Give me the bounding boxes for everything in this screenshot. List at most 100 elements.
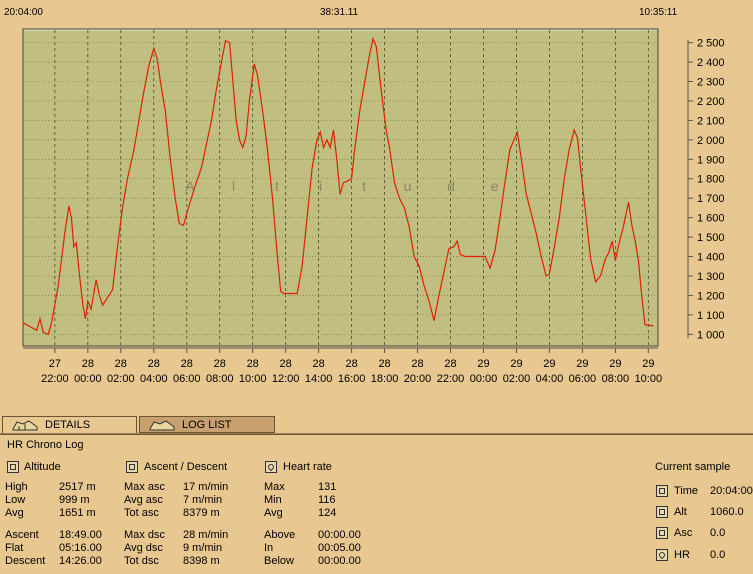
x-tick-day: 29 — [510, 358, 522, 370]
stat-value: 18:49.00 — [59, 529, 102, 541]
ascent-icon — [656, 527, 668, 539]
x-tick-day: 28 — [214, 358, 226, 370]
x-tick-time: 10:00 — [635, 373, 663, 385]
vertical-grid — [54, 30, 649, 345]
stat-label: Avg — [5, 507, 24, 519]
x-tick-time: 18:00 — [371, 373, 399, 385]
y-tick-label: 2 300 — [697, 77, 725, 89]
clock-icon — [656, 485, 668, 497]
x-axis: 27 22:00 28 00:00 28 02:00 28 04:00 28 06:00 28 08:… — [41, 348, 662, 385]
altitude-series-line — [22, 36, 654, 336]
x-tick-day: 28 — [280, 358, 292, 370]
y-tick-label: 1 900 — [697, 154, 725, 166]
stat-label: Tot asc — [124, 507, 159, 519]
x-tick-day: 29 — [642, 358, 654, 370]
plot-area — [22, 28, 659, 347]
x-tick-day: 28 — [148, 358, 160, 370]
stat-value: 00:00.00 — [318, 555, 361, 567]
x-tick-time: 02:00 — [107, 373, 135, 385]
horizontal-grid — [24, 42, 657, 335]
x-tick-time: 10:00 — [239, 373, 267, 385]
stat-label: Above — [264, 529, 296, 541]
stat-value: 1651 m — [59, 507, 96, 519]
stat-value: 8379 m — [183, 507, 220, 519]
y-tick-label: 2 400 — [697, 57, 725, 69]
y-tick-label: 2 100 — [697, 115, 725, 127]
y-tick-label: 1 700 — [697, 193, 725, 205]
tab-details-label: DETAILS — [45, 419, 91, 431]
stat-label: Time — [674, 485, 699, 497]
stat-label: Tot dsc — [124, 555, 159, 567]
end-time: 10:35:11 — [639, 7, 678, 18]
stat-value: 7 m/min — [183, 494, 223, 506]
y-tick-label: 1 300 — [697, 271, 725, 283]
heart-rate-title: Heart rate — [283, 461, 332, 473]
y-tick-label: 1 200 — [697, 290, 725, 302]
altitude-icon — [656, 506, 668, 518]
stat-label: Max asc — [124, 481, 165, 493]
stat-label: In — [264, 542, 274, 554]
stat-value: 0.0 — [710, 527, 726, 539]
watermark-letter: u — [404, 178, 412, 194]
stat-value: 14:26.00 — [59, 555, 102, 567]
stat-value: 124 — [318, 507, 337, 519]
panel-divider — [0, 434, 753, 435]
y-tick-label: 2 200 — [697, 96, 725, 108]
heart-icon — [656, 549, 668, 561]
watermark-letter: l — [232, 178, 235, 194]
x-tick-day: 28 — [411, 358, 423, 370]
x-tick-time: 08:00 — [206, 373, 234, 385]
x-tick-day: 29 — [609, 358, 621, 370]
x-tick-time: 22:00 — [41, 373, 69, 385]
x-tick-time: 08:00 — [602, 373, 630, 385]
x-tick-time: 04:00 — [536, 373, 564, 385]
stat-label: Max dsc — [124, 529, 165, 541]
log-title: HR Chrono Log — [7, 439, 84, 451]
tab-bar: DETAILS LOG LIST — [0, 416, 753, 435]
stat-value: 1060.0 — [710, 506, 744, 518]
x-tick-time: 22:00 — [437, 373, 465, 385]
x-tick-day: 28 — [115, 358, 127, 370]
x-tick-time: 02:00 — [503, 373, 531, 385]
x-tick-time: 14:00 — [305, 373, 333, 385]
stat-value: 116 — [318, 494, 336, 506]
tab-details[interactable]: DETAILS — [2, 416, 137, 435]
stat-value: 00:05.00 — [318, 542, 361, 554]
x-tick-time: 20:00 — [404, 373, 432, 385]
stat-value: 00:00.00 — [318, 529, 361, 541]
x-tick-day: 28 — [313, 358, 325, 370]
tab-log-list[interactable]: LOG LIST — [139, 416, 275, 433]
stat-value: 131 — [318, 481, 337, 493]
x-tick-day: 29 — [477, 358, 489, 370]
stat-value: 28 m/min — [183, 529, 229, 541]
shoe-icon — [12, 420, 38, 431]
stat-label: Alt — [674, 506, 687, 518]
x-tick-day: 27 — [49, 358, 61, 370]
x-tick-day: 28 — [345, 358, 357, 370]
y-tick-label: 1 000 — [697, 329, 725, 341]
stat-value: 05:16.00 — [59, 542, 102, 554]
y-tick-label: 1 400 — [697, 252, 725, 264]
heart-icon — [265, 461, 277, 473]
y-axis: 1 000 1 100 1 200 1 300 1 400 1 500 1 600 1 700… — [688, 38, 725, 341]
stat-label: Max — [264, 481, 285, 493]
y-tick-label: 1 800 — [697, 174, 725, 186]
start-time: 20:04:00 — [4, 7, 43, 18]
x-tick-time: 00:00 — [470, 373, 498, 385]
y-tick-label: 1 600 — [697, 213, 725, 225]
x-tick-day: 29 — [576, 358, 588, 370]
current-sample-title: Current sample — [655, 461, 731, 473]
altitude-title: Altitude — [24, 461, 61, 473]
watermark-letter: e — [491, 178, 499, 194]
stat-value: 17 m/min — [183, 481, 229, 493]
x-tick-time: 06:00 — [173, 373, 201, 385]
x-tick-day: 28 — [181, 358, 193, 370]
x-tick-day: 28 — [444, 358, 456, 370]
stat-label: HR — [674, 549, 690, 561]
stat-label: Descent — [5, 555, 46, 567]
x-tick-day: 28 — [378, 358, 390, 370]
x-tick-time: 00:00 — [74, 373, 102, 385]
x-tick-day: 28 — [247, 358, 259, 370]
y-tick-label: 1 100 — [697, 310, 725, 322]
